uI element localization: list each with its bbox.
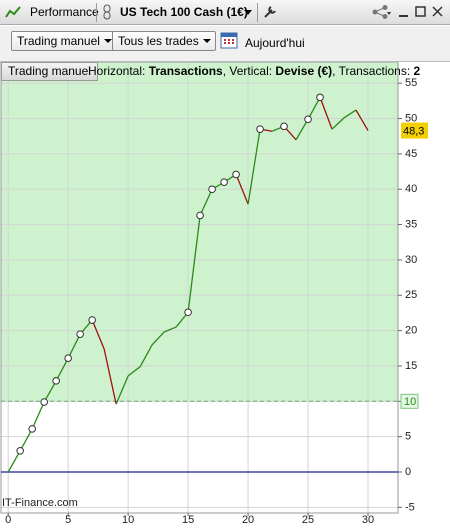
y-tick-label: 5 <box>405 431 411 443</box>
info-text: 2 <box>413 64 421 78</box>
y-tick-label: 20 <box>405 325 417 337</box>
equity-segment <box>319 97 333 130</box>
equity-segment <box>235 174 249 205</box>
y-tick-label: 0 <box>405 466 411 478</box>
equity-segment <box>355 109 369 131</box>
last-value-label: 48,3 <box>403 125 424 137</box>
new-high-marker <box>52 377 60 385</box>
new-high-marker <box>40 398 48 406</box>
watermark: IT-Finance.com <box>2 497 78 509</box>
equity-segment <box>43 380 57 403</box>
equity-segment <box>19 428 33 452</box>
y-tick-label: 30 <box>405 254 417 266</box>
threshold-label-box <box>400 393 419 409</box>
new-high-marker <box>304 115 312 124</box>
date-button[interactable]: Aujourd'hui <box>245 36 305 50</box>
mode-dropdown[interactable]: Trading manuel <box>11 31 117 51</box>
equity-segment <box>343 109 357 119</box>
threshold-label: 10 <box>404 396 416 408</box>
new-high-marker <box>16 446 24 455</box>
profit-zone <box>1 62 398 402</box>
x-tick-label: 25 <box>302 514 314 526</box>
equity-segment <box>163 326 177 333</box>
new-high-marker <box>220 178 228 186</box>
x-tick-label: 5 <box>65 514 71 526</box>
x-tick-label: 20 <box>242 514 254 526</box>
new-high-marker <box>232 170 240 179</box>
equity-segment <box>127 366 141 377</box>
minimize-button[interactable] <box>398 6 410 18</box>
filter-dropdown[interactable]: Tous les trades <box>112 31 216 51</box>
equity-segment <box>139 344 153 367</box>
x-tick-label: 0 <box>5 514 11 526</box>
separator <box>257 3 258 22</box>
equity-segment <box>187 215 201 313</box>
chart-header: Trading manuel Horizontal: Transactions,… <box>0 62 450 81</box>
equity-segment <box>199 188 213 216</box>
y-tick-label: 35 <box>405 218 417 230</box>
y-tick-label: -5 <box>405 501 415 513</box>
x-tick-label: 10 <box>122 514 134 526</box>
equity-segment <box>31 401 45 430</box>
new-high-marker <box>76 330 84 338</box>
new-high-marker <box>280 122 288 131</box>
info-text: Transactions <box>148 64 223 78</box>
x-tick-label: 30 <box>362 514 374 526</box>
info-text: , Vertical: <box>222 64 276 78</box>
settings-icon[interactable] <box>263 5 277 19</box>
x-tick-label: 15 <box>182 514 194 526</box>
link-icon[interactable] <box>102 4 112 20</box>
y-tick-label: 45 <box>405 148 417 160</box>
y-tick-label: 40 <box>405 183 417 195</box>
calendar-icon[interactable] <box>220 31 240 51</box>
equity-segment <box>151 331 165 346</box>
equity-segment <box>331 117 345 130</box>
equity-segment <box>115 375 129 405</box>
y-tick-label: 25 <box>405 289 417 301</box>
equity-segment <box>67 333 81 359</box>
equity-segment <box>247 129 261 205</box>
dropdown-arrow[interactable] <box>243 9 253 17</box>
share-icon[interactable] <box>372 5 392 19</box>
plot-border <box>0 61 399 514</box>
y-tick-label: 15 <box>405 360 417 372</box>
chart-info: Horizontal: Transactions, Vertical: Devi… <box>88 64 420 78</box>
new-high-marker <box>184 308 192 317</box>
new-high-marker <box>256 125 264 133</box>
y-tick-label: 50 <box>405 112 417 124</box>
toolbar: Trading manuel Tous les trades Aujourd'h… <box>0 26 450 62</box>
info-text: , Transactions: <box>332 64 414 78</box>
chart-tab[interactable]: Trading manuel <box>1 62 98 81</box>
new-high-marker <box>196 211 204 220</box>
maximize-button[interactable] <box>415 6 427 18</box>
equity-segment <box>307 97 321 120</box>
new-high-marker <box>316 93 324 102</box>
equity-segment <box>91 319 105 350</box>
equity-segment <box>55 357 69 382</box>
close-button[interactable] <box>432 6 444 18</box>
last-value-box <box>401 122 428 139</box>
equity-segment <box>295 118 309 141</box>
new-high-marker <box>28 425 36 433</box>
equity-segment <box>103 348 117 405</box>
new-high-marker <box>88 316 96 324</box>
new-high-marker <box>64 354 72 362</box>
info-text: Horizontal: <box>88 64 149 78</box>
y-tick-label: 55 <box>405 77 417 89</box>
tab-label[interactable]: Performance <box>30 5 99 19</box>
title-bar: Performance US Tech 100 Cash (1€) <box>0 0 450 25</box>
instrument[interactable]: US Tech 100 Cash (1€) <box>120 5 248 19</box>
new-high-marker <box>208 185 216 194</box>
separator <box>96 3 97 22</box>
chart-icon <box>5 6 21 18</box>
info-text: Devise (€) <box>275 64 333 78</box>
equity-segment <box>7 450 21 473</box>
